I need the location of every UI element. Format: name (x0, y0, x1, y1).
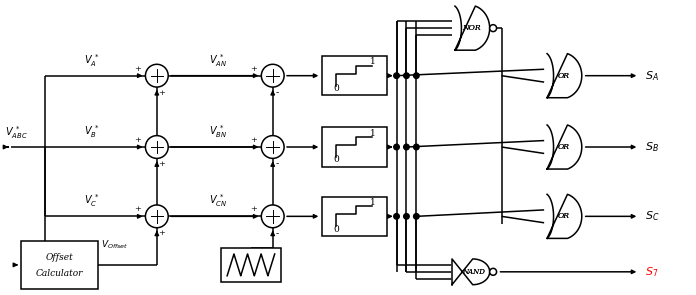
Text: +: + (158, 160, 165, 168)
Polygon shape (547, 54, 582, 98)
Text: $V_{CN}^{\ *}$: $V_{CN}^{\ *}$ (209, 193, 228, 209)
Text: +: + (158, 88, 165, 96)
Bar (322, 56, 387, 96)
Bar (322, 127, 387, 167)
Polygon shape (452, 259, 490, 285)
Circle shape (261, 205, 284, 228)
Text: +: + (158, 229, 165, 237)
Text: NAND: NAND (462, 268, 485, 276)
Text: $V_{Offset}$: $V_{Offset}$ (102, 239, 129, 251)
Text: -: - (276, 159, 279, 168)
Text: OR: OR (558, 72, 570, 80)
Text: -: - (276, 229, 279, 238)
Text: +: + (251, 136, 258, 144)
Circle shape (145, 136, 168, 158)
Circle shape (413, 73, 419, 78)
Circle shape (394, 214, 400, 219)
Text: OR: OR (558, 143, 570, 151)
Text: OR: OR (558, 212, 570, 220)
Text: 0: 0 (333, 224, 339, 234)
Text: +: + (251, 65, 258, 73)
Text: 0: 0 (333, 155, 339, 164)
Polygon shape (547, 194, 582, 238)
Circle shape (413, 144, 419, 150)
Circle shape (404, 144, 409, 150)
Circle shape (394, 73, 400, 78)
Text: $V_C^{\ *}$: $V_C^{\ *}$ (84, 193, 100, 209)
Circle shape (261, 136, 284, 158)
Text: +: + (134, 65, 141, 73)
Text: 1: 1 (370, 129, 375, 138)
Text: NAND: NAND (462, 268, 485, 276)
Circle shape (404, 214, 409, 219)
Text: $S_7$: $S_7$ (645, 265, 658, 279)
Text: +: + (134, 136, 141, 144)
Polygon shape (455, 6, 490, 50)
Text: -: - (276, 88, 279, 97)
Text: NOR: NOR (463, 24, 481, 32)
Text: 0: 0 (333, 84, 339, 93)
Text: +: + (134, 205, 141, 213)
Circle shape (490, 268, 496, 275)
Text: OR: OR (558, 212, 570, 220)
Circle shape (145, 205, 168, 228)
Text: +: + (251, 205, 258, 213)
Text: $V_B^{\ *}$: $V_B^{\ *}$ (84, 123, 100, 140)
Circle shape (413, 214, 419, 219)
Bar (21, 241, 98, 289)
Text: $V_{AN}^{\ *}$: $V_{AN}^{\ *}$ (209, 52, 228, 69)
Circle shape (490, 25, 496, 32)
Circle shape (261, 64, 284, 87)
Text: 1: 1 (370, 57, 375, 66)
Text: $S_C$: $S_C$ (645, 209, 660, 223)
Circle shape (404, 73, 409, 78)
Bar (221, 248, 280, 282)
Text: $S_A$: $S_A$ (645, 69, 659, 83)
Text: 1: 1 (370, 198, 375, 207)
Text: Offset: Offset (46, 253, 74, 263)
Text: $S_B$: $S_B$ (645, 140, 659, 154)
Bar (322, 196, 387, 236)
Text: $V_{ABC}^{\ *}$: $V_{ABC}^{\ *}$ (6, 124, 28, 141)
Text: $V_A^{\ *}$: $V_A^{\ *}$ (84, 52, 100, 69)
Polygon shape (547, 125, 582, 169)
Text: OR: OR (558, 143, 570, 151)
Text: NOR: NOR (463, 24, 481, 32)
Text: OR: OR (558, 72, 570, 80)
Circle shape (145, 64, 168, 87)
Text: Calculator: Calculator (36, 269, 84, 278)
Text: $V_{BN}^{\ *}$: $V_{BN}^{\ *}$ (209, 123, 228, 140)
Circle shape (394, 144, 400, 150)
